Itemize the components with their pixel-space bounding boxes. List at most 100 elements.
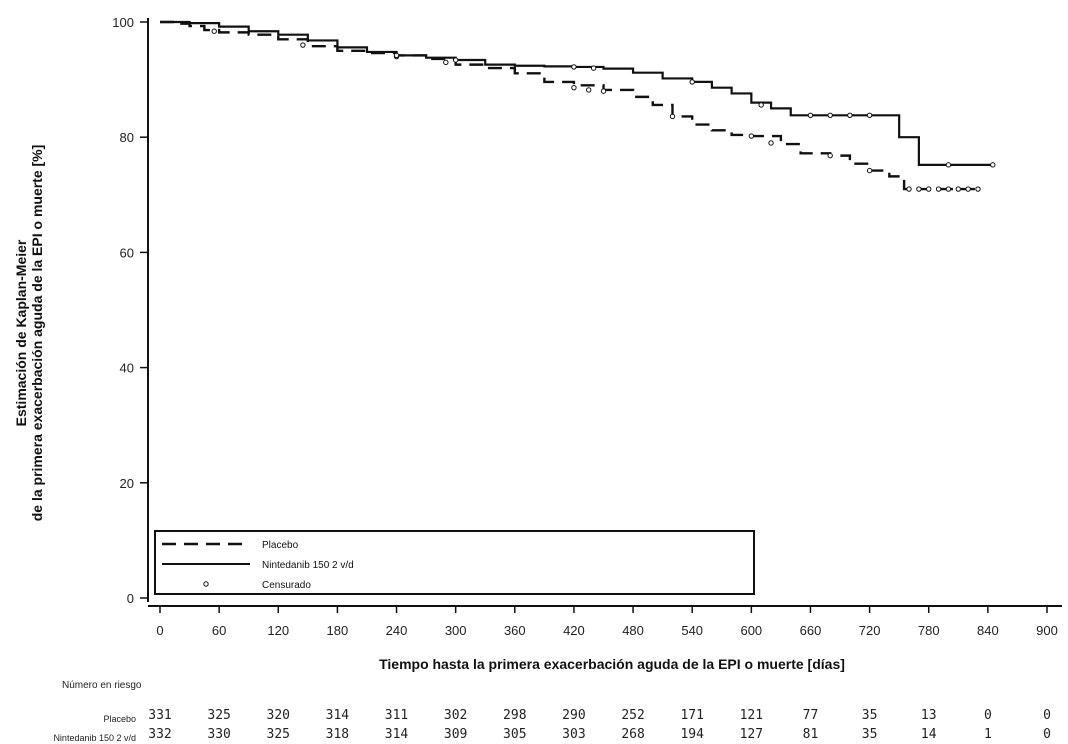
censored-marker [827,112,833,119]
censored-marker [935,186,942,192]
censored-marker [827,152,833,159]
risk-value: 268 [621,727,645,742]
y-tick-label: 40 [120,361,134,376]
y-tick-label: 80 [120,130,134,145]
censored-marker [571,64,577,70]
x-tick-label: 180 [327,623,349,638]
legend-censored-marker [203,581,209,587]
risk-value: 303 [562,727,586,742]
x-tick-label: 0 [156,623,163,638]
risk-row-label-nintedanib: Nintedanib 150 2 v/d [53,733,136,743]
y-tick-label: 20 [120,476,134,491]
censored-marker [586,87,592,93]
risk-value: 325 [207,708,231,723]
risk-value: 325 [266,727,290,742]
risk-value: 314 [325,708,350,723]
censored-marker [768,140,774,146]
y-tick-label: 60 [120,245,134,260]
censored-marker [393,52,400,59]
risk-value: 298 [503,708,527,723]
x-tick-label: 600 [740,623,762,638]
x-tick-label: 780 [918,623,940,638]
censored-marker [866,167,873,174]
risk-table-title: Número en riesgo [62,680,142,691]
censored-marker [975,186,981,192]
censored-marker [748,133,755,139]
censored-marker [443,59,449,66]
censored-marker [926,186,932,192]
legend: Placebo Nintedanib 150 2 v/d Censurado [154,530,755,595]
risk-value: 121 [739,708,764,723]
risk-value: 13 [920,708,937,723]
x-tick-label: 60 [212,623,226,638]
censored-marker [590,65,597,71]
series-line-placebo [160,20,979,191]
risk-value: 171 [680,708,704,723]
y-tick-label: 100 [112,15,134,30]
risk-value: 194 [680,727,704,742]
censored-marker [916,186,922,192]
legend-box [154,530,755,595]
x-tick-label: 480 [622,623,644,638]
x-tick-label: 300 [445,623,467,638]
censored-marker [600,88,607,94]
risk-value: 302 [443,708,468,723]
censored-marker [211,28,217,34]
risk-value: 318 [325,727,350,742]
risk-value: 330 [207,727,231,742]
x-tick-label: 420 [563,623,585,638]
risk-value: 309 [443,727,468,742]
risk-value: 0 [1043,727,1051,742]
risk-value: 35 [861,727,878,742]
censored-marker [866,112,873,119]
censored-marker [955,186,961,192]
risk-value: 77 [802,708,819,723]
risk-row-label-placebo: Placebo [103,714,136,724]
x-tick-label: 900 [1036,623,1058,638]
legend-censored-label: Censurado [262,580,311,591]
risk-value: 331 [148,708,172,723]
risk-value: 305 [503,727,527,742]
censored-marker [965,186,971,192]
censored-marker [906,186,912,192]
risk-value: 81 [802,727,819,742]
x-tick-label: 120 [267,623,289,638]
censored-marker [669,113,676,120]
risk-value: 0 [1043,708,1051,723]
risk-value: 332 [148,727,172,742]
risk-value: 14 [920,727,937,742]
censored-marker [452,57,459,63]
censored-marker [807,112,814,119]
censored-marker [571,84,577,91]
x-tick-label: 840 [977,623,999,638]
risk-value: 0 [983,708,992,723]
series-layer [160,20,996,192]
risk-value: 127 [739,727,764,742]
censored-marker [300,42,306,48]
risk-value: 1 [983,727,992,742]
x-tick-label: 720 [859,623,881,638]
censored-marker [847,112,853,119]
censored-marker [990,162,996,168]
risk-value: 35 [861,708,878,723]
y-axis-title-line1: Estimación de Kaplan-Meier [13,239,29,426]
censored-marker [689,79,695,85]
risk-value: 320 [266,708,290,723]
legend-nintedanib-label: Nintedanib 150 2 v/d [262,560,354,571]
x-axis-title: Tiempo hasta la primera exacerbación agu… [379,656,845,672]
censored-marker [945,186,952,192]
x-tick-label: 660 [800,623,822,638]
x-tick-label: 360 [504,623,526,638]
y-axis-title: Estimación de Kaplan-Meier de la primera… [13,145,45,522]
risk-value: 314 [384,727,409,742]
censored-marker [758,102,764,108]
risk-value: 252 [621,708,645,723]
risk-value: 290 [562,708,586,723]
x-tick-label: 540 [681,623,703,638]
censored-marker [945,162,952,168]
legend-placebo-label: Placebo [262,540,299,551]
x-tick-label: 240 [386,623,408,638]
axes-layer: 0 20 40 60 80 100 0 60 120 180 240 300 360 420 480 540 6… [112,15,1062,638]
series-line-nintedanib [160,20,993,166]
